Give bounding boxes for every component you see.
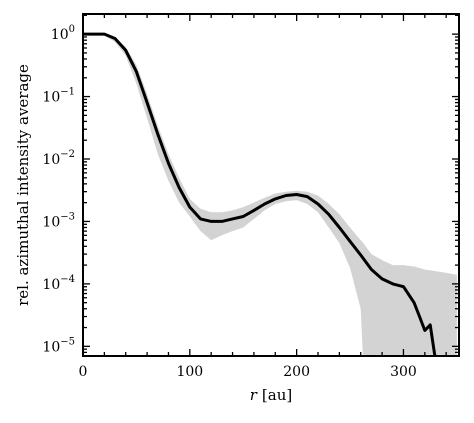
x-tick-label: 200 [283,364,310,380]
x-tick-label: 0 [79,364,88,380]
y-axis-label: rel. azimuthal intensity average [14,64,32,306]
y-tick-label: 10−1 [42,87,75,106]
y-tick-label: 10−4 [42,274,75,293]
x-axis-label-unit: [au] [262,386,292,404]
y-tick-label: 10−3 [42,211,75,230]
y-tick-label: 100 [51,24,75,43]
axis-ticks: 0 100 200 300 100 10−1 10−2 10−3 10−4 10−5 [42,14,459,380]
series-line [83,32,437,356]
x-tick-label: 300 [390,364,417,380]
plot-area [83,32,457,356]
plot-frame [82,13,460,357]
uncertainty-band [83,34,457,356]
y-tick-label: 10−5 [42,336,75,355]
x-tick-label: 100 [176,364,203,380]
y-tick-label: 10−2 [42,149,75,168]
x-axis-label-var: r [250,386,258,404]
x-axis-label: r [au] [250,386,292,404]
